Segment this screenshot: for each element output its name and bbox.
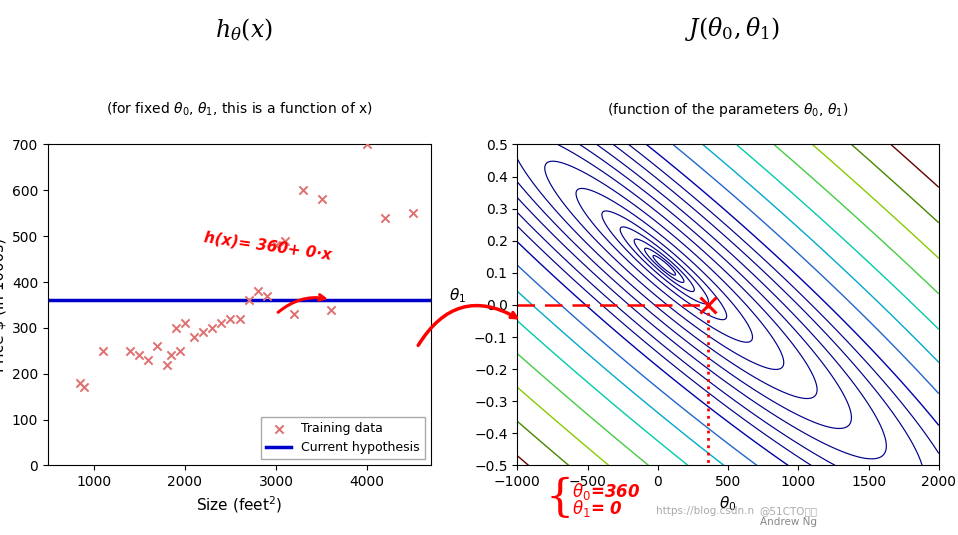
Training data <box>204 324 219 332</box>
Training data <box>177 319 193 327</box>
Y-axis label: $\theta_1$: $\theta_1$ <box>448 286 466 305</box>
Training data <box>241 296 257 304</box>
Title: (function of the parameters $\theta_0$, $\theta_1$): (function of the parameters $\theta_0$, … <box>607 101 849 119</box>
Text: @51CTO博客: @51CTO博客 <box>760 506 818 516</box>
Training data <box>131 351 147 360</box>
Text: $h_\theta(x)$: $h_\theta(x)$ <box>216 16 273 43</box>
Training data <box>260 292 275 300</box>
Training data <box>222 315 238 323</box>
Training data <box>172 347 188 355</box>
Training data <box>95 347 110 355</box>
Training data <box>405 209 421 218</box>
Training data <box>278 236 293 245</box>
Training data <box>159 360 174 369</box>
Training data <box>359 140 375 149</box>
Text: https://blog.csdn.n: https://blog.csdn.n <box>656 506 754 516</box>
X-axis label: $\theta_0$: $\theta_0$ <box>719 495 737 514</box>
Training data <box>164 351 179 360</box>
X-axis label: Size (feet$^2$): Size (feet$^2$) <box>196 495 283 515</box>
Text: $\theta_1$= 0: $\theta_1$= 0 <box>572 498 623 519</box>
Training data <box>214 319 229 327</box>
Text: $\theta_0$=360: $\theta_0$=360 <box>572 480 640 502</box>
Training data <box>186 333 201 341</box>
Training data <box>123 347 138 355</box>
Training data <box>323 305 338 314</box>
Current hypothesis <box>0 297 8 303</box>
Text: $J(\theta_0, \theta_1)$: $J(\theta_0, \theta_1)$ <box>686 16 780 43</box>
Training data <box>72 379 87 387</box>
Training data <box>77 383 92 392</box>
Y-axis label: Price $ (in 1000s): Price $ (in 1000s) <box>0 238 7 372</box>
Text: h(x)= 360+ 0·x: h(x)= 360+ 0·x <box>203 230 332 262</box>
Current hypothesis <box>0 297 8 303</box>
Training data <box>149 342 165 350</box>
Training data <box>314 195 330 204</box>
Training data <box>296 186 311 195</box>
Training data <box>195 328 211 337</box>
Training data <box>377 213 393 222</box>
Training data <box>141 356 156 364</box>
Training data <box>168 324 183 332</box>
Text: Andrew Ng: Andrew Ng <box>760 517 816 526</box>
Training data <box>250 287 265 295</box>
Training data <box>232 315 247 323</box>
Training data <box>268 241 284 250</box>
Title: (for fixed $\theta_0$, $\theta_1$, this is a function of x): (for fixed $\theta_0$, $\theta_1$, this … <box>106 101 373 118</box>
Training data <box>286 310 302 318</box>
Legend: Training data, Current hypothesis: Training data, Current hypothesis <box>262 417 424 459</box>
Text: {: { <box>545 477 574 520</box>
